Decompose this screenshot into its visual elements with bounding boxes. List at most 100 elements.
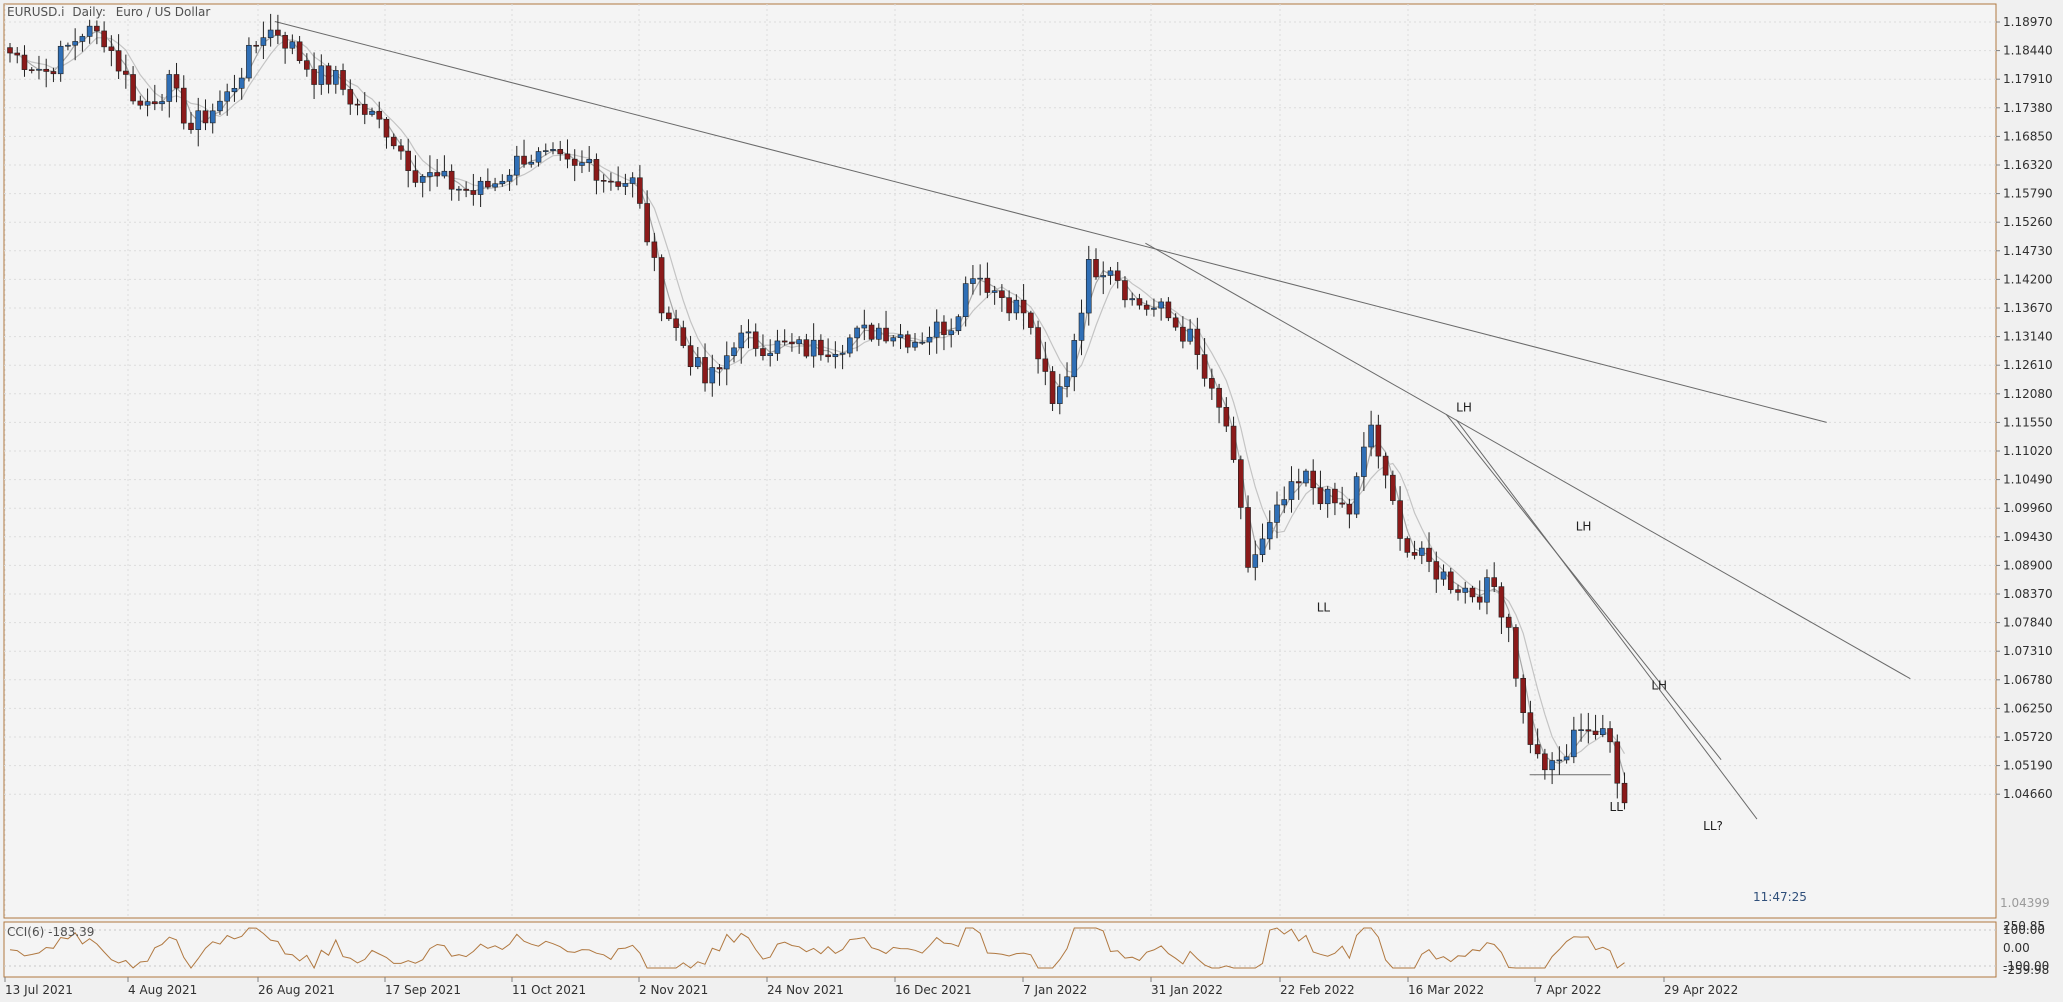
candle: [1607, 721, 1613, 753]
candle: [1143, 300, 1150, 316]
candle-body: [448, 170, 455, 190]
trendline[interactable]: [274, 20, 1827, 423]
y-tick-label: 1.13140: [2003, 330, 2053, 344]
candle-body: [79, 36, 86, 42]
candle: [347, 79, 354, 115]
candle: [694, 346, 701, 370]
candle: [1049, 366, 1056, 412]
candle-body: [1295, 481, 1302, 484]
candle-body: [1614, 741, 1621, 784]
cci-level-label: 100.00: [2003, 923, 2045, 937]
candle-body: [318, 65, 325, 85]
candle: [1440, 564, 1447, 586]
candle: [224, 83, 230, 116]
candle: [1505, 613, 1512, 643]
candle: [781, 329, 788, 346]
candle-body: [347, 89, 354, 105]
candle-body: [839, 352, 846, 355]
candle-body: [1332, 488, 1338, 504]
candle: [702, 343, 708, 392]
candle: [1397, 486, 1403, 551]
candle: [144, 88, 151, 117]
candle: [311, 52, 317, 100]
candle: [1310, 459, 1316, 505]
candle-body: [1390, 474, 1396, 501]
swing-label: LH: [1576, 519, 1592, 533]
candle: [43, 58, 50, 88]
candle: [1028, 310, 1034, 335]
candle-body: [1180, 326, 1186, 342]
annotations: LH LH LH LL LL LL?: [1317, 401, 1723, 833]
candle: [1180, 316, 1186, 349]
candle-body: [600, 180, 607, 182]
candle: [1252, 540, 1259, 581]
candle: [1114, 262, 1121, 289]
candle: [485, 168, 491, 190]
candle: [1339, 486, 1345, 508]
candle: [318, 54, 325, 95]
candle: [1071, 333, 1078, 392]
candle-body: [492, 183, 498, 188]
candle: [1194, 317, 1201, 370]
candle-body: [1230, 425, 1237, 460]
swing-label: LL?: [1703, 819, 1723, 833]
candle: [651, 232, 658, 272]
candle-body: [1194, 328, 1201, 355]
swing-label: LL: [1317, 600, 1331, 614]
candle-body: [123, 70, 129, 75]
cci-level-label: 250.85: [2003, 919, 2045, 933]
candle: [564, 139, 571, 169]
candle-body: [832, 354, 839, 358]
x-tick-label: 26 Aug 2021: [258, 983, 335, 997]
candle: [745, 319, 752, 349]
candle: [615, 166, 621, 191]
candle-body: [1324, 488, 1331, 505]
candle: [1107, 266, 1114, 285]
trendline[interactable]: [1455, 419, 1758, 820]
candle: [818, 334, 824, 361]
candle: [448, 164, 455, 201]
candle-body: [1520, 678, 1526, 713]
candle-body: [21, 54, 28, 70]
candle: [832, 341, 839, 369]
candle: [1346, 498, 1353, 529]
candle: [535, 147, 542, 167]
candle-body: [658, 257, 665, 314]
candle: [173, 62, 180, 103]
candle: [86, 19, 93, 44]
candle: [1209, 368, 1215, 400]
candle: [1057, 373, 1063, 415]
candle-body: [1057, 386, 1063, 404]
candle-body: [1078, 312, 1085, 341]
candle-body: [1426, 547, 1432, 562]
candle: [217, 90, 223, 115]
candle-body: [311, 69, 317, 85]
candle-body: [1563, 756, 1570, 761]
candle: [65, 42, 71, 51]
candle-body: [506, 174, 513, 182]
candle-body: [209, 110, 216, 124]
trendline[interactable]: [1145, 242, 1911, 680]
candle: [282, 31, 288, 64]
candle: [890, 335, 897, 347]
candle-body: [1201, 354, 1208, 379]
trendline[interactable]: [1445, 413, 1722, 760]
candle-body: [1209, 378, 1215, 389]
candle: [152, 84, 158, 111]
x-tick-label: 13 Jul 2021: [5, 983, 73, 997]
time-axis: 13 Jul 2021 4 Aug 2021 26 Aug 2021 17 Sep 2…: [4, 977, 1738, 997]
candle: [803, 333, 810, 359]
candle-body: [579, 162, 585, 166]
candle-body: [434, 172, 440, 177]
candle-body: [1621, 782, 1628, 804]
candle: [919, 332, 926, 345]
candle-body: [1107, 270, 1114, 276]
candle: [1542, 748, 1548, 780]
candle: [897, 324, 904, 350]
candle-body: [1288, 481, 1295, 500]
candle-body: [622, 183, 629, 187]
candle-body: [1513, 627, 1519, 679]
candle: [72, 28, 78, 61]
candle: [868, 322, 875, 342]
